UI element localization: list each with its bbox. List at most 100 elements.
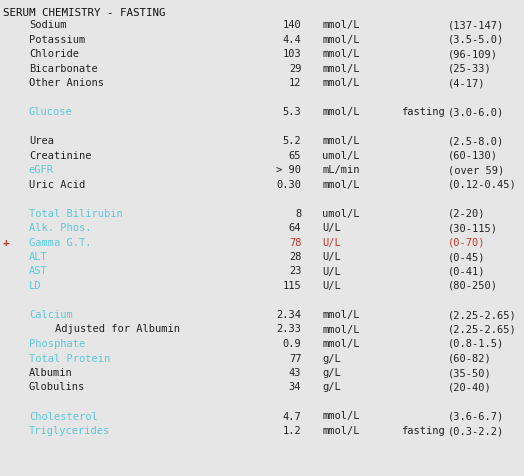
Text: (60-82): (60-82): [448, 353, 492, 363]
Text: 64: 64: [289, 223, 301, 232]
Text: mmol/L: mmol/L: [322, 49, 360, 59]
Text: 78: 78: [289, 237, 301, 247]
Text: 5.2: 5.2: [282, 136, 301, 146]
Text: (3.6-6.7): (3.6-6.7): [448, 411, 504, 421]
Text: (35-50): (35-50): [448, 367, 492, 377]
Text: g/L: g/L: [322, 382, 341, 392]
Text: Sodium: Sodium: [29, 20, 67, 30]
Text: 65: 65: [289, 150, 301, 160]
Text: 4.7: 4.7: [282, 411, 301, 421]
Text: mmol/L: mmol/L: [322, 179, 360, 189]
Text: > 90: > 90: [276, 165, 301, 175]
Text: mmol/L: mmol/L: [322, 411, 360, 421]
Text: AST: AST: [29, 266, 48, 276]
Text: 115: 115: [282, 280, 301, 290]
Text: Calcium: Calcium: [29, 309, 72, 319]
Text: mmol/L: mmol/L: [322, 309, 360, 319]
Text: Gamma G.T.: Gamma G.T.: [29, 237, 91, 247]
Text: mmol/L: mmol/L: [322, 78, 360, 88]
Text: mmol/L: mmol/L: [322, 338, 360, 348]
Text: Albumin: Albumin: [29, 367, 72, 377]
Text: (2.25-2.65): (2.25-2.65): [448, 324, 517, 334]
Text: Bicarbonate: Bicarbonate: [29, 63, 97, 73]
Text: 103: 103: [282, 49, 301, 59]
Text: Globulins: Globulins: [29, 382, 85, 392]
Text: umol/L: umol/L: [322, 208, 360, 218]
Text: (2.25-2.65): (2.25-2.65): [448, 309, 517, 319]
Text: 43: 43: [289, 367, 301, 377]
Text: U/L: U/L: [322, 251, 341, 261]
Text: (60-130): (60-130): [448, 150, 498, 160]
Text: (20-40): (20-40): [448, 382, 492, 392]
Text: U/L: U/L: [322, 237, 341, 247]
Text: Total Protein: Total Protein: [29, 353, 110, 363]
Text: (96-109): (96-109): [448, 49, 498, 59]
Text: Alk. Phos.: Alk. Phos.: [29, 223, 91, 232]
Text: (0.12-0.45): (0.12-0.45): [448, 179, 517, 189]
Text: U/L: U/L: [322, 223, 341, 232]
Text: mmol/L: mmol/L: [322, 20, 360, 30]
Text: 28: 28: [289, 251, 301, 261]
Text: Potassium: Potassium: [29, 34, 85, 44]
Text: mmol/L: mmol/L: [322, 324, 360, 334]
Text: Uric Acid: Uric Acid: [29, 179, 85, 189]
Text: Phosphate: Phosphate: [29, 338, 85, 348]
Text: (0-45): (0-45): [448, 251, 486, 261]
Text: mL/min: mL/min: [322, 165, 360, 175]
Text: mmol/L: mmol/L: [322, 107, 360, 117]
Text: U/L: U/L: [322, 280, 341, 290]
Text: (3.0-6.0): (3.0-6.0): [448, 107, 504, 117]
Text: (0.8-1.5): (0.8-1.5): [448, 338, 504, 348]
Text: Urea: Urea: [29, 136, 54, 146]
Text: (2-20): (2-20): [448, 208, 486, 218]
Text: 5.3: 5.3: [282, 107, 301, 117]
Text: (3.5-5.0): (3.5-5.0): [448, 34, 504, 44]
Text: (30-115): (30-115): [448, 223, 498, 232]
Text: Adjusted for Albumin: Adjusted for Albumin: [55, 324, 180, 334]
Text: 12: 12: [289, 78, 301, 88]
Text: 2.34: 2.34: [276, 309, 301, 319]
Text: (0-41): (0-41): [448, 266, 486, 276]
Text: SERUM CHEMISTRY - FASTING: SERUM CHEMISTRY - FASTING: [3, 8, 165, 18]
Text: 0.9: 0.9: [282, 338, 301, 348]
Text: Chloride: Chloride: [29, 49, 79, 59]
Text: +: +: [3, 237, 9, 247]
Text: 34: 34: [289, 382, 301, 392]
Text: fasting: fasting: [401, 107, 444, 117]
Text: g/L: g/L: [322, 367, 341, 377]
Text: 140: 140: [282, 20, 301, 30]
Text: 23: 23: [289, 266, 301, 276]
Text: Cholesterol: Cholesterol: [29, 411, 97, 421]
Text: Creatinine: Creatinine: [29, 150, 91, 160]
Text: Triglycerides: Triglycerides: [29, 425, 110, 435]
Text: g/L: g/L: [322, 353, 341, 363]
Text: (137-147): (137-147): [448, 20, 504, 30]
Text: 4.4: 4.4: [282, 34, 301, 44]
Text: (25-33): (25-33): [448, 63, 492, 73]
Text: Glucose: Glucose: [29, 107, 72, 117]
Text: U/L: U/L: [322, 266, 341, 276]
Text: 8: 8: [295, 208, 301, 218]
Text: mmol/L: mmol/L: [322, 63, 360, 73]
Text: ALT: ALT: [29, 251, 48, 261]
Text: 2.33: 2.33: [276, 324, 301, 334]
Text: (0-70): (0-70): [448, 237, 486, 247]
Text: mmol/L: mmol/L: [322, 425, 360, 435]
Text: 1.2: 1.2: [282, 425, 301, 435]
Text: (80-250): (80-250): [448, 280, 498, 290]
Text: 77: 77: [289, 353, 301, 363]
Text: eGFR: eGFR: [29, 165, 54, 175]
Text: Total Bilirubin: Total Bilirubin: [29, 208, 123, 218]
Text: mmol/L: mmol/L: [322, 136, 360, 146]
Text: 0.30: 0.30: [276, 179, 301, 189]
Text: (4-17): (4-17): [448, 78, 486, 88]
Text: (0.3-2.2): (0.3-2.2): [448, 425, 504, 435]
Text: (over 59): (over 59): [448, 165, 504, 175]
Text: 29: 29: [289, 63, 301, 73]
Text: umol/L: umol/L: [322, 150, 360, 160]
Text: (2.5-8.0): (2.5-8.0): [448, 136, 504, 146]
Text: Other Anions: Other Anions: [29, 78, 104, 88]
Text: mmol/L: mmol/L: [322, 34, 360, 44]
Text: LD: LD: [29, 280, 41, 290]
Text: fasting: fasting: [401, 425, 444, 435]
